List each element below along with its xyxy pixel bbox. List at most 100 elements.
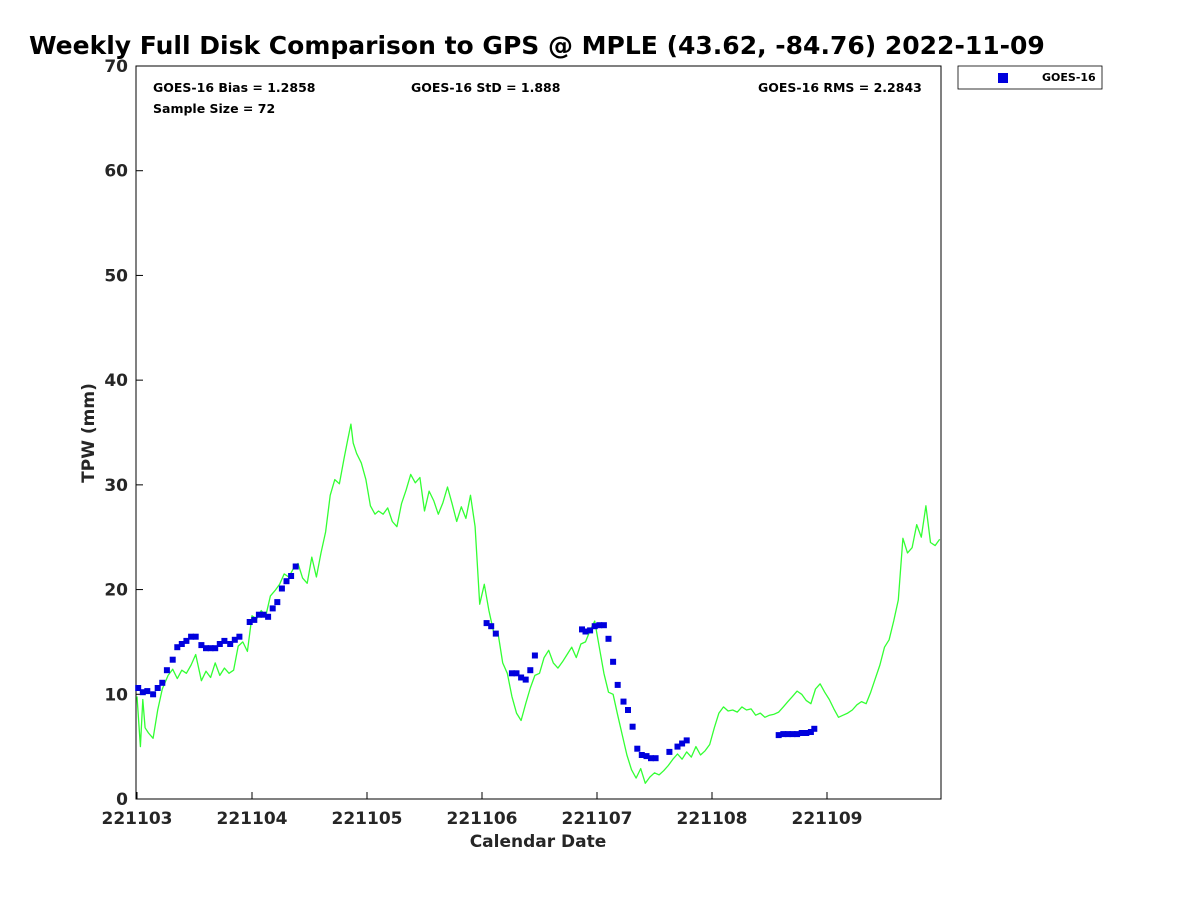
x-tick-label: 221104 xyxy=(217,809,288,829)
goes16-point xyxy=(260,611,267,618)
goes16-point xyxy=(582,628,589,635)
goes16-point xyxy=(251,616,258,623)
goes16-point xyxy=(216,641,223,647)
goes16-point xyxy=(614,681,621,688)
goes16-point xyxy=(178,641,185,647)
goes16-point xyxy=(192,633,199,640)
goes16-point xyxy=(807,729,814,735)
goes16-point xyxy=(629,723,636,730)
goes16-point xyxy=(803,730,810,736)
goes16-point xyxy=(596,622,603,629)
goes16-point xyxy=(522,676,529,683)
goes16-point xyxy=(775,732,782,739)
goes16-point xyxy=(492,630,499,637)
y-tick-label: 10 xyxy=(104,685,128,705)
chart-title: Weekly Full Disk Comparison to GPS @ MPL… xyxy=(29,31,1045,60)
x-axis: 221103 221104 221105 221106 221107 221108 2211… xyxy=(102,792,863,829)
goes16-point xyxy=(794,731,801,738)
goes16-point xyxy=(666,748,673,755)
goes16-point xyxy=(591,623,598,630)
series-layer xyxy=(135,423,941,784)
x-tick-label: 221107 xyxy=(562,809,633,829)
goes16-point xyxy=(508,670,515,677)
legend-box xyxy=(957,65,1103,90)
goes16-point xyxy=(674,743,681,750)
goes16-point xyxy=(183,637,190,644)
goes16-point xyxy=(159,679,166,686)
y-tick-label: 40 xyxy=(104,371,128,391)
x-tick-label: 221103 xyxy=(102,809,173,829)
goes16-point xyxy=(513,670,520,677)
goes16-point xyxy=(154,685,161,691)
x-tick-label: 221106 xyxy=(447,809,518,829)
x-tick-label: 221108 xyxy=(677,809,748,829)
goes16-point xyxy=(144,688,151,695)
goes16-point xyxy=(643,753,650,760)
goes16-point xyxy=(174,644,181,651)
std-stat: GOES-16 StD = 1.888 xyxy=(411,80,560,95)
goes16-point xyxy=(638,752,645,758)
goes16-point xyxy=(610,658,617,665)
gps-series-line xyxy=(136,423,941,784)
goes16-point xyxy=(634,745,641,752)
goes16-point xyxy=(255,611,262,618)
goes16-point xyxy=(236,633,243,640)
goes16-point xyxy=(203,645,209,652)
goes16-point xyxy=(227,641,234,647)
legend: GOES-16 xyxy=(957,65,1103,90)
goes16-point xyxy=(169,656,176,663)
legend-label: GOES-16 xyxy=(1042,71,1096,84)
x-tick-label: 221105 xyxy=(332,809,403,829)
goes16-point xyxy=(292,563,299,570)
goes16-point xyxy=(288,573,295,579)
goes16-point xyxy=(246,619,253,625)
y-axis-label: TPW (mm) xyxy=(79,383,99,483)
goes16-point xyxy=(212,645,219,652)
goes16-point xyxy=(221,637,228,644)
goes16-point xyxy=(625,707,631,713)
goes16-point xyxy=(579,626,585,633)
goes16-point xyxy=(198,642,205,649)
sample-size-stat: Sample Size = 72 xyxy=(153,101,275,116)
goes16-point xyxy=(652,755,659,762)
bias-stat: GOES-16 Bias = 1.2858 xyxy=(153,80,315,95)
goes16-point xyxy=(587,627,594,634)
goes16-point xyxy=(150,691,157,698)
goes16-point xyxy=(780,731,787,738)
goes16-point xyxy=(483,620,490,627)
goes16-point xyxy=(784,731,791,738)
goes16-point xyxy=(679,740,686,747)
goes16-point xyxy=(648,755,654,762)
y-tick-label: 20 xyxy=(104,581,128,601)
goes16-point xyxy=(683,737,690,744)
plot-frame xyxy=(135,65,942,800)
y-tick-label: 50 xyxy=(104,266,128,286)
legend-marker xyxy=(998,73,1008,83)
goes16-point xyxy=(798,730,805,736)
goes16-point xyxy=(283,578,290,585)
goes16-point xyxy=(600,622,607,629)
y-tick-label: 70 xyxy=(104,57,128,77)
goes16-point xyxy=(207,645,214,652)
x-tick-label: 221109 xyxy=(792,809,863,829)
goes16-point xyxy=(269,605,276,612)
goes16-point xyxy=(531,652,538,659)
goes16-point xyxy=(789,731,796,738)
goes16-point xyxy=(488,623,495,630)
goes16-point xyxy=(163,667,170,674)
goes16-point xyxy=(811,725,818,732)
y-tick-label: 30 xyxy=(104,476,128,496)
goes16-point xyxy=(231,636,238,643)
goes16-point xyxy=(135,685,142,691)
y-axis: 0 10 20 30 40 50 60 70 xyxy=(104,57,143,810)
rms-stat: GOES-16 RMS = 2.2843 xyxy=(758,80,922,95)
goes16-point xyxy=(265,613,272,620)
goes16-point xyxy=(188,633,195,640)
x-axis-label: Calendar Date xyxy=(470,832,607,852)
goes16-point xyxy=(139,689,146,696)
goes16-point xyxy=(620,698,627,705)
y-tick-label: 0 xyxy=(116,790,128,810)
goes16-point xyxy=(518,674,525,681)
goes16-point xyxy=(278,585,285,592)
